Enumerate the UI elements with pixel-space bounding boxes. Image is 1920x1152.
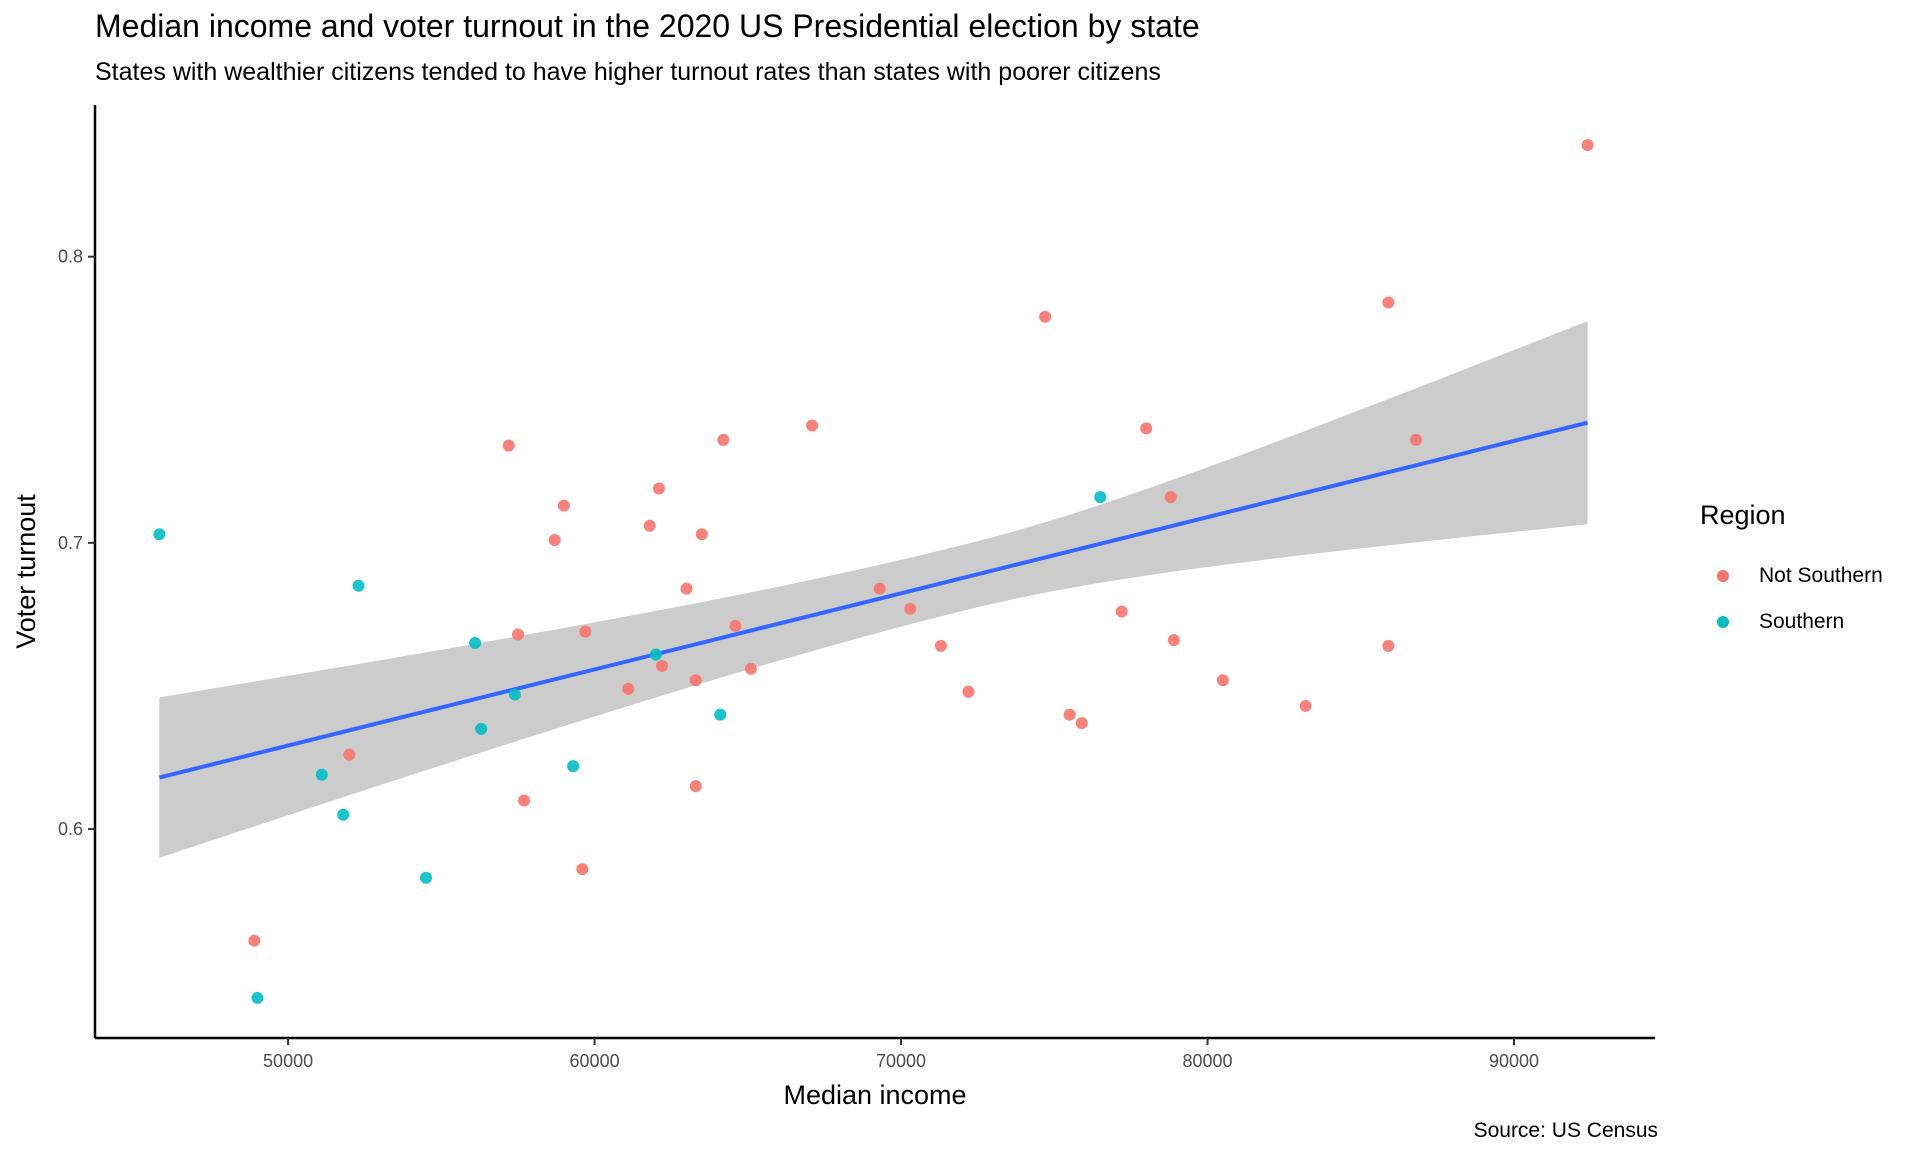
point-southern: [567, 760, 580, 773]
point-not-southern: [717, 433, 730, 446]
point-not-southern: [695, 528, 708, 541]
chart-title: Median income and voter turnout in the 2…: [95, 8, 1200, 44]
point-not-southern: [1581, 139, 1594, 152]
point-southern: [649, 648, 662, 661]
point-not-southern: [343, 748, 356, 761]
point-not-southern: [655, 659, 668, 672]
point-not-southern: [518, 794, 531, 807]
point-southern: [153, 528, 166, 541]
point-not-southern: [502, 439, 515, 452]
point-not-southern: [643, 519, 656, 532]
point-not-southern: [934, 639, 947, 652]
point-not-southern: [1299, 700, 1312, 713]
point-not-southern: [680, 582, 693, 595]
x-tick-label: 60000: [570, 1051, 620, 1071]
point-southern: [508, 688, 521, 701]
point-not-southern: [1167, 634, 1180, 647]
point-not-southern: [1075, 717, 1088, 730]
point-not-southern: [248, 934, 261, 947]
point-not-southern: [1216, 674, 1229, 687]
point-not-southern: [904, 602, 917, 615]
point-southern: [315, 768, 328, 781]
x-tick-label: 80000: [1183, 1051, 1233, 1071]
x-tick-label: 90000: [1489, 1051, 1539, 1071]
y-tick-label: 0.6: [58, 819, 83, 839]
point-not-southern: [1140, 422, 1153, 435]
x-axis-title: Median income: [783, 1080, 966, 1110]
point-not-southern: [729, 619, 742, 632]
point-southern: [420, 871, 433, 884]
point-not-southern: [576, 863, 589, 876]
source-caption: Source: US Census: [1473, 1119, 1658, 1142]
y-tick-label: 0.8: [58, 247, 83, 267]
legend-dot-southern: [1717, 616, 1729, 628]
point-southern: [251, 991, 264, 1004]
point-not-southern: [579, 625, 592, 638]
point-not-southern: [689, 780, 702, 793]
legend-label: Not Southern: [1759, 564, 1883, 587]
point-not-southern: [1382, 296, 1395, 309]
legend: Region Not Southern Southern: [1700, 500, 1883, 645]
point-not-southern: [962, 685, 975, 698]
point-southern: [352, 579, 365, 592]
point-southern: [1094, 491, 1107, 504]
point-not-southern: [1039, 310, 1052, 323]
point-not-southern: [1382, 639, 1395, 652]
legend-item-southern: Southern: [1700, 599, 1883, 645]
point-not-southern: [622, 682, 635, 695]
point-not-southern: [1115, 605, 1128, 618]
y-axis-title: Voter turnout: [11, 494, 41, 649]
point-not-southern: [1063, 708, 1076, 721]
legend-label: Southern: [1759, 610, 1845, 633]
point-not-southern: [689, 674, 702, 687]
point-not-southern: [873, 582, 886, 595]
chart-subtitle: States with wealthier citizens tended to…: [95, 58, 1161, 86]
point-not-southern: [557, 499, 570, 512]
point-not-southern: [744, 662, 757, 675]
trend-line: [158, 420, 1589, 780]
point-not-southern: [511, 628, 524, 641]
confidence-band: [159, 321, 1588, 858]
x-tick-label: 70000: [876, 1051, 926, 1071]
x-tick-label: 50000: [263, 1051, 313, 1071]
point-not-southern: [1164, 491, 1177, 504]
legend-item-not-southern: Not Southern: [1700, 553, 1883, 599]
point-southern: [469, 637, 482, 650]
point-southern: [714, 708, 727, 721]
point-not-southern: [548, 534, 561, 547]
point-not-southern: [652, 482, 665, 495]
point-not-southern: [806, 419, 819, 432]
point-southern: [337, 808, 350, 821]
legend-title: Region: [1700, 500, 1786, 530]
point-not-southern: [1409, 433, 1422, 446]
point-southern: [475, 722, 488, 735]
legend-dot-not-southern: [1717, 570, 1729, 582]
y-tick-label: 0.7: [58, 533, 83, 553]
